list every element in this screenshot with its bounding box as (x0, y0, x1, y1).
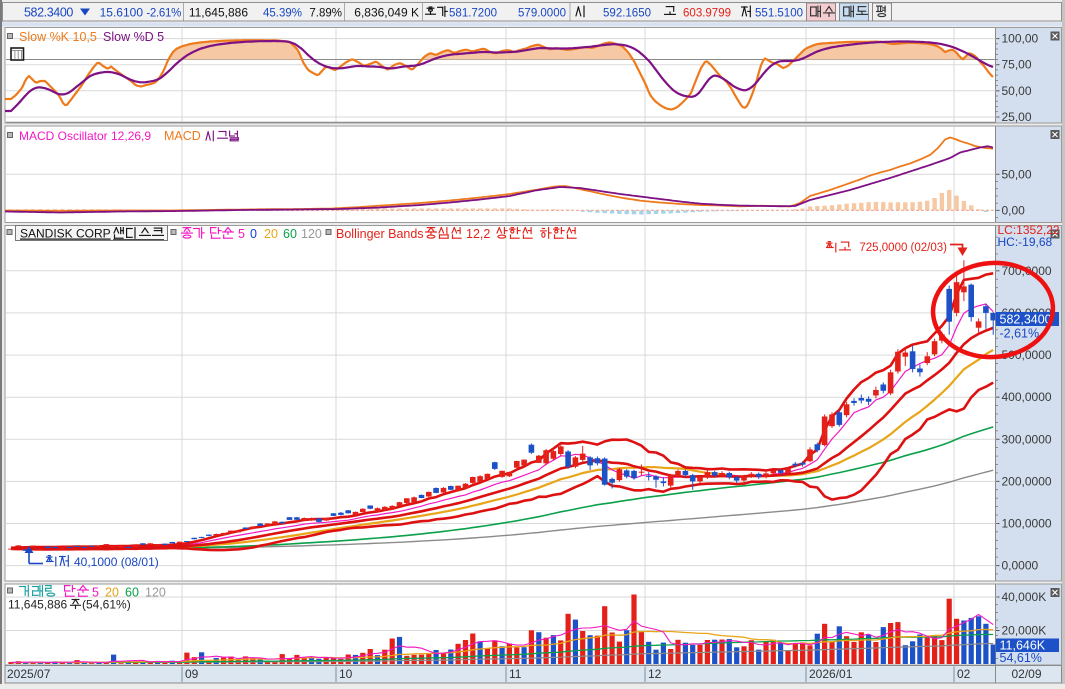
svg-text:603.9799: 603.9799 (683, 8, 731, 20)
svg-text:5: 5 (238, 227, 245, 241)
svg-text:300,0000: 300,0000 (1002, 432, 1052, 446)
svg-text:HC:-19,68: HC:-19,68 (998, 235, 1053, 249)
svg-text:60: 60 (125, 586, 139, 600)
svg-text:(54,61%): (54,61%) (82, 598, 131, 612)
svg-text:120: 120 (145, 586, 166, 600)
svg-text:2026/01: 2026/01 (809, 667, 853, 681)
svg-text:0,0000: 0,0000 (1002, 559, 1039, 573)
svg-text:20: 20 (105, 586, 119, 600)
svg-text:200,0000: 200,0000 (1002, 474, 1052, 488)
svg-text:Bollinger Bands: Bollinger Bands (336, 227, 424, 241)
svg-text:02/09: 02/09 (1012, 667, 1042, 681)
svg-text:0,00: 0,00 (1002, 203, 1026, 217)
svg-text:20: 20 (264, 227, 278, 241)
svg-text:SANDISK CORP: SANDISK CORP (20, 227, 111, 241)
svg-text:11,645,886: 11,645,886 (8, 598, 67, 612)
svg-text:10: 10 (339, 667, 353, 681)
svg-text:50,00: 50,00 (1002, 167, 1032, 181)
svg-text:6,836,049 K: 6,836,049 K (354, 6, 419, 20)
svg-text:MACD Oscillator 12,26,9: MACD Oscillator 12,26,9 (19, 129, 151, 143)
svg-text:40,1000 (08/01): 40,1000 (08/01) (74, 555, 159, 569)
svg-text:02: 02 (957, 667, 971, 681)
svg-text:12: 12 (648, 667, 662, 681)
svg-text:Slow %K 10,5: Slow %K 10,5 (19, 30, 97, 44)
svg-text:11,645,886: 11,645,886 (189, 6, 248, 20)
svg-text:15.6100: 15.6100 (100, 6, 144, 20)
svg-text:11: 11 (509, 667, 522, 681)
svg-text:Slow %D 5: Slow %D 5 (103, 30, 164, 44)
svg-text:40,000K: 40,000K (1002, 590, 1047, 604)
svg-text:09: 09 (185, 667, 199, 681)
svg-text:12,2: 12,2 (466, 227, 490, 241)
svg-text:45.39%: 45.39% (263, 8, 302, 20)
svg-text:11,646K: 11,646K (1000, 639, 1046, 653)
svg-text:-2.61%: -2.61% (146, 8, 181, 20)
svg-text:7.89%: 7.89% (309, 8, 342, 20)
svg-text:-2,61%: -2,61% (1000, 327, 1040, 341)
svg-text:592.1650: 592.1650 (603, 8, 651, 20)
svg-text:54,61%: 54,61% (1000, 651, 1042, 665)
svg-text:581.7200: 581.7200 (449, 8, 497, 20)
svg-text:25,00: 25,00 (1002, 110, 1032, 124)
svg-text:20,000K: 20,000K (1002, 624, 1047, 638)
svg-text:100,0000: 100,0000 (1002, 517, 1052, 531)
svg-text:75,00: 75,00 (1002, 58, 1032, 72)
svg-text:MACD: MACD (164, 129, 201, 143)
svg-text:60: 60 (283, 227, 297, 241)
svg-text:0: 0 (250, 227, 257, 241)
svg-text:551.5100: 551.5100 (755, 8, 803, 20)
svg-text:5: 5 (92, 586, 99, 600)
svg-text:2025/07: 2025/07 (7, 667, 51, 681)
svg-text:579.0000: 579.0000 (518, 8, 566, 20)
svg-text:50,00: 50,00 (1002, 84, 1032, 98)
svg-text:120: 120 (301, 227, 322, 241)
svg-text:725,0000 (02/03): 725,0000 (02/03) (859, 242, 947, 254)
svg-text:582,3400: 582,3400 (1000, 313, 1052, 327)
svg-text:LC:1352,22: LC:1352,22 (998, 223, 1060, 237)
svg-text:100,00: 100,00 (1002, 32, 1039, 46)
svg-text:400,0000: 400,0000 (1002, 390, 1052, 404)
svg-text:582.3400: 582.3400 (24, 6, 73, 20)
